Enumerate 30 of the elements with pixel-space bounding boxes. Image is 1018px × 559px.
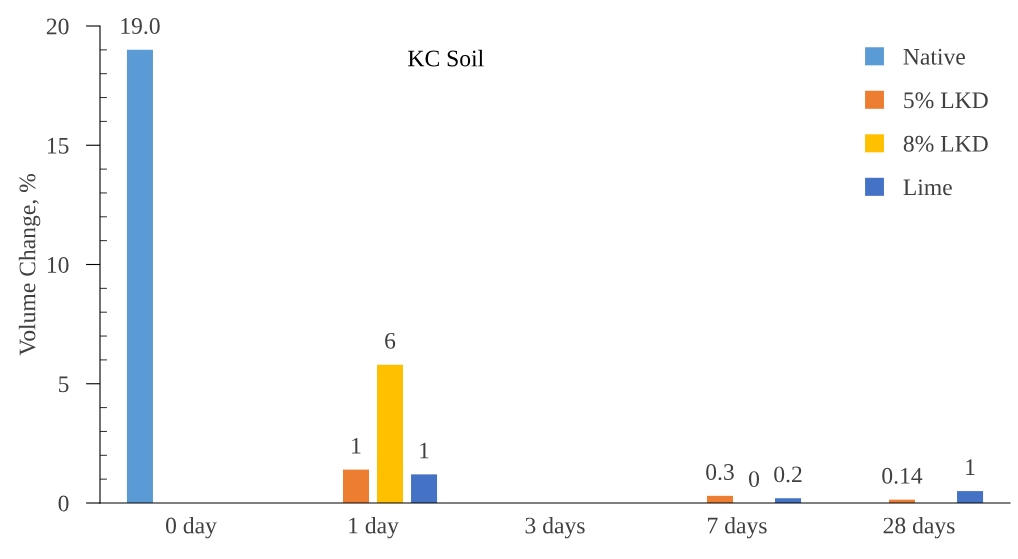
y-axis-title: Volume Change, % [18, 174, 41, 356]
data-label: 19.0 [121, 18, 160, 35]
bar [342, 469, 369, 503]
x-tick-label: 28 days [883, 516, 955, 539]
data-label: 0.14 [882, 467, 923, 484]
y-tick-label: 20 [46, 18, 69, 35]
bar [126, 49, 153, 503]
y-tick-label: 5 [59, 376, 69, 393]
y-tick-label: 15 [47, 137, 69, 154]
bar [957, 491, 984, 503]
data-label: 1 [352, 437, 361, 454]
legend-label: Lime [903, 179, 952, 196]
data-label: 0 [749, 471, 760, 488]
data-label: 0.3 [706, 464, 734, 481]
y-tick-label: 0 [58, 495, 69, 512]
legend-label: 5% LKD [904, 92, 988, 109]
x-tick-label: 0 day [166, 516, 217, 539]
data-label: 6 [385, 332, 396, 349]
legend-label: 8% LKD [903, 135, 988, 152]
bar [377, 364, 404, 503]
x-tick-label: 7 days [708, 516, 767, 539]
data-label: 1 [420, 442, 429, 459]
x-tick-label: 1 day [349, 516, 399, 539]
text: KC Soil [408, 49, 484, 67]
bar [411, 474, 438, 503]
data-label: 0.2 [774, 466, 802, 483]
x-tick-label: 3 days [525, 516, 585, 539]
data-label: 1 [966, 459, 975, 475]
legend-label: Native [903, 48, 965, 65]
y-tick-label: 10 [47, 256, 69, 273]
